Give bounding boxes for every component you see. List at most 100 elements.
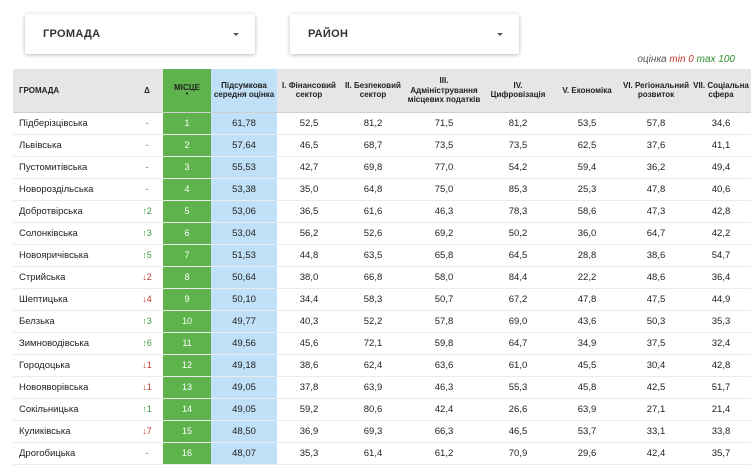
cell-hromada: Пустомитівська: [13, 156, 131, 179]
table-row[interactable]: Пустомитівська -3 55,53 42,7 69,8 77,0 54,2 59,…: [13, 156, 751, 179]
cell-digitalization: 73,5: [483, 134, 553, 157]
score-legend: оцінка min 0 max 100: [637, 54, 735, 65]
chevron-down-icon: [233, 32, 239, 36]
cell-place: 6: [163, 222, 211, 245]
col-header-place[interactable]: МІСЦЕ •: [163, 69, 211, 113]
table-row[interactable]: Новояричівська ↑5 7 51,53 44,8 63,5 65,8 64,5 28…: [13, 244, 751, 267]
cell-total: 50,10: [211, 288, 277, 311]
cell-place: 9: [163, 288, 211, 311]
table-row[interactable]: Дрогобицька -16 48,07 35,3 61,4 61,2 70,9 29,6 4…: [13, 442, 751, 465]
cell-financial: 52,5: [277, 112, 341, 135]
col-header-regional-development[interactable]: VI. Регіональний розвиток: [621, 69, 691, 113]
table-row[interactable]: Добротвірська ↑2 5 53,06 36,5 61,6 46,3 78,3 58,…: [13, 200, 751, 223]
cell-financial: 45,6: [277, 332, 341, 355]
cell-hromada: Новояворівська: [13, 376, 131, 399]
cell-local-taxes: 65,8: [405, 244, 483, 267]
cell-place: 8: [163, 266, 211, 289]
table-row[interactable]: Зимноводівська ↑6 11 49,56 45,6 72,1 59,8 64,7 3…: [13, 332, 751, 355]
cell-regional-development: 47,3: [621, 200, 691, 223]
cell-digitalization: 67,2: [483, 288, 553, 311]
raion-filter-dropdown[interactable]: РАЙОН: [290, 14, 519, 54]
col-header-security[interactable]: II. Безпековий сектор: [341, 69, 405, 113]
cell-hromada: Дрогобицька: [13, 442, 131, 465]
col-header-place-label: МІСЦЕ: [174, 82, 200, 92]
cell-total: 49,18: [211, 354, 277, 377]
cell-local-taxes: 63,6: [405, 354, 483, 377]
cell-security: 63,5: [341, 244, 405, 267]
cell-financial: 38,6: [277, 354, 341, 377]
cell-financial: 46,5: [277, 134, 341, 157]
cell-regional-development: 48,6: [621, 266, 691, 289]
cell-security: 52,2: [341, 310, 405, 333]
cell-place: 4: [163, 178, 211, 201]
cell-social: 49,4: [691, 156, 751, 179]
cell-delta: ↓1: [131, 354, 163, 377]
cell-digitalization: 46,5: [483, 420, 553, 443]
raion-filter-label: РАЙОН: [308, 28, 349, 40]
cell-place: 14: [163, 398, 211, 421]
cell-regional-development: 64,7: [621, 222, 691, 245]
cell-economy: 43,6: [553, 310, 621, 333]
cell-local-taxes: 42,4: [405, 398, 483, 421]
sort-indicator-icon: •: [185, 90, 189, 98]
cell-economy: 45,8: [553, 376, 621, 399]
cell-social: 21,4: [691, 398, 751, 421]
cell-social: 35,7: [691, 442, 751, 465]
cell-financial: 34,4: [277, 288, 341, 311]
cell-regional-development: 47,5: [621, 288, 691, 311]
cell-delta: ↑3: [131, 310, 163, 333]
col-header-total[interactable]: Підсумкова середня оцінка: [211, 69, 277, 113]
table-row[interactable]: Шептицька ↓4 9 50,10 34,4 58,3 50,7 67,2 47,8 47,…: [13, 288, 751, 311]
col-header-hromada[interactable]: ГРОМАДА: [13, 69, 131, 113]
hromada-filter-dropdown[interactable]: ГРОМАДА: [25, 14, 255, 54]
cell-delta: -: [131, 112, 163, 135]
cell-security: 68,7: [341, 134, 405, 157]
cell-local-taxes: 77,0: [405, 156, 483, 179]
cell-hromada: Городоцька: [13, 354, 131, 377]
table-row[interactable]: Львівська -2 57,64 46,5 68,7 73,5 73,5 62,5 37,6…: [13, 134, 751, 157]
cell-security: 69,8: [341, 156, 405, 179]
cell-hromada: Солонківська: [13, 222, 131, 245]
table-row[interactable]: Белзька ↑3 10 49,77 40,3 52,2 57,8 69,0 43,6 50,3…: [13, 310, 751, 333]
cell-economy: 36,0: [553, 222, 621, 245]
col-header-digitalization[interactable]: IV. Цифровізація: [483, 69, 553, 113]
cell-hromada: Стрийська: [13, 266, 131, 289]
cell-local-taxes: 73,5: [405, 134, 483, 157]
cell-regional-development: 30,4: [621, 354, 691, 377]
table-row[interactable]: Городоцька ↓1 12 49,18 38,6 62,4 63,6 61,0 45,5 3…: [13, 354, 751, 377]
cell-total: 48,07: [211, 442, 277, 465]
cell-social: 32,4: [691, 332, 751, 355]
cell-digitalization: 50,2: [483, 222, 553, 245]
cell-place: 16: [163, 442, 211, 465]
cell-economy: 22,2: [553, 266, 621, 289]
cell-economy: 63,9: [553, 398, 621, 421]
cell-digitalization: 61,0: [483, 354, 553, 377]
cell-total: 49,05: [211, 398, 277, 421]
cell-digitalization: 70,9: [483, 442, 553, 465]
table-row[interactable]: Солонківська ↑3 6 53,04 56,2 52,6 69,2 50,2 36,0…: [13, 222, 751, 245]
col-header-local-taxes[interactable]: III. Адміністрування місцевих податків: [405, 69, 483, 113]
cell-place: 11: [163, 332, 211, 355]
col-header-delta[interactable]: Δ: [131, 69, 163, 113]
table-row[interactable]: Сокільницька ↑1 14 49,05 59,2 80,6 42,4 26,6 63,…: [13, 398, 751, 421]
table-row[interactable]: Новояворівська ↓1 13 49,05 37,8 63,9 46,3 55,3 4…: [13, 376, 751, 399]
table-row[interactable]: Стрийська ↓2 8 50,64 38,0 66,8 58,0 84,4 22,2 48,…: [13, 266, 751, 289]
cell-social: 35,3: [691, 310, 751, 333]
cell-economy: 53,5: [553, 112, 621, 135]
col-header-social[interactable]: VII. Соціальна сфера: [691, 69, 751, 113]
col-header-financial[interactable]: I. Фінансовий сектор: [277, 69, 341, 113]
table-row[interactable]: Новороздільська -4 53,38 35,0 64,8 75,0 85,3 25…: [13, 178, 751, 201]
table-row[interactable]: Підберізцівська -1 61,78 52,5 81,2 71,5 81,2 53…: [13, 112, 751, 135]
cell-regional-development: 36,2: [621, 156, 691, 179]
cell-hromada: Добротвірська: [13, 200, 131, 223]
cell-economy: 45,5: [553, 354, 621, 377]
cell-total: 51,53: [211, 244, 277, 267]
cell-economy: 34,9: [553, 332, 621, 355]
cell-delta: -: [131, 442, 163, 465]
col-header-economy[interactable]: V. Економіка: [553, 69, 621, 113]
legend-prefix: оцінка: [637, 54, 670, 65]
table-row[interactable]: Куликівська ↓7 15 48,50 36,9 69,3 66,3 46,5 53,7…: [13, 420, 751, 443]
cell-total: 53,06: [211, 200, 277, 223]
cell-local-taxes: 46,3: [405, 376, 483, 399]
cell-security: 62,4: [341, 354, 405, 377]
